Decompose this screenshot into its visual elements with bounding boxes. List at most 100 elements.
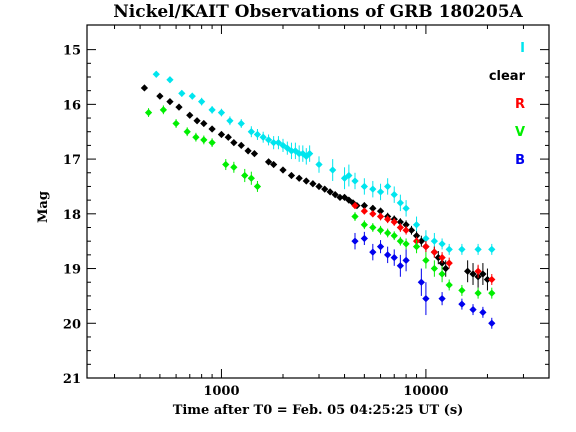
data-point-clear xyxy=(464,267,472,275)
data-point-r xyxy=(369,210,377,218)
data-point-i xyxy=(253,130,262,139)
data-point-b xyxy=(376,243,385,251)
data-point-i xyxy=(226,117,234,125)
data-point-clear xyxy=(345,196,353,204)
data-point-r xyxy=(474,267,482,275)
data-point-r xyxy=(422,243,430,251)
y-tick-label: 19 xyxy=(63,263,81,278)
data-point-i xyxy=(188,92,196,100)
data-point-i xyxy=(390,191,398,199)
data-point-b xyxy=(417,278,425,286)
data-point-i xyxy=(474,245,482,254)
y-tick-label: 20 xyxy=(63,317,81,332)
data-point-i xyxy=(360,182,368,191)
data-point-clear xyxy=(407,226,416,234)
data-point-i xyxy=(264,136,273,144)
data-point-clear xyxy=(469,270,477,278)
axis-ticks: 15 16 17 18 19 20 21 1000 10000 xyxy=(63,25,550,399)
data-point-clear xyxy=(175,103,183,111)
data-point-clear xyxy=(208,125,216,133)
data-point-i xyxy=(217,108,226,117)
plot-frame xyxy=(86,24,550,379)
data-point-clear xyxy=(217,130,226,139)
data-point-r xyxy=(402,226,410,234)
data-point-v xyxy=(144,108,153,117)
data-point-b xyxy=(488,319,496,327)
data-point-r xyxy=(438,253,446,262)
data-point-v xyxy=(200,136,208,144)
data-point-i xyxy=(458,245,466,254)
data-point-clear xyxy=(270,160,278,169)
data-point-clear xyxy=(250,149,259,158)
data-point-b xyxy=(458,300,466,308)
data-point-clear xyxy=(326,188,334,196)
data-point-v xyxy=(396,237,404,245)
data-point-b xyxy=(369,248,377,256)
data-point-v xyxy=(458,286,466,295)
data-point-clear xyxy=(224,133,232,141)
data-point-i xyxy=(340,174,349,182)
data-point-clear xyxy=(321,185,329,193)
data-point-clear xyxy=(309,180,317,188)
data-point-clear xyxy=(417,237,425,245)
data-point-clear xyxy=(295,174,303,182)
data-point-i xyxy=(384,182,392,191)
data-point-b xyxy=(360,234,368,243)
data-point-clear xyxy=(287,171,296,180)
data-point-clear xyxy=(166,97,174,106)
y-tick-label: 16 xyxy=(63,98,81,113)
data-point-i xyxy=(237,119,245,128)
y-tick-label: 21 xyxy=(63,372,81,387)
data-point-clear xyxy=(479,270,487,278)
data-point-v xyxy=(222,160,230,169)
data-point-v xyxy=(253,182,262,191)
data-point-b xyxy=(422,295,430,303)
legend-entry-r: R xyxy=(515,97,525,112)
data-point-b xyxy=(384,251,392,259)
data-point-v xyxy=(438,270,446,278)
data-point-clear xyxy=(331,191,339,199)
data-point-v xyxy=(384,229,392,237)
x-tick-label: 10000 xyxy=(403,384,448,399)
data-point-i xyxy=(259,133,267,141)
data-point-v xyxy=(369,223,377,232)
data-point-i xyxy=(178,89,186,98)
y-tick-label: 15 xyxy=(63,44,81,59)
data-point-i xyxy=(488,245,496,254)
legend-entry-b: B xyxy=(515,153,525,168)
data-point-i xyxy=(438,240,446,248)
data-point-r xyxy=(396,223,404,232)
data-point-v xyxy=(430,264,438,273)
data-point-i xyxy=(351,177,359,185)
data-point-b xyxy=(479,308,487,316)
data-point-clear xyxy=(302,177,310,185)
data-point-i xyxy=(430,237,438,245)
data-point-r xyxy=(390,218,398,226)
data-point-v xyxy=(422,256,430,264)
data-point-i xyxy=(329,166,337,174)
data-points xyxy=(140,70,496,329)
data-point-r xyxy=(430,248,438,256)
data-point-v xyxy=(351,212,359,221)
data-point-r xyxy=(360,207,368,215)
legend-entry-v: V xyxy=(515,125,525,140)
data-point-v xyxy=(412,243,421,251)
data-point-i xyxy=(198,97,206,106)
data-point-i xyxy=(270,139,278,147)
data-point-v xyxy=(183,128,191,136)
data-point-v xyxy=(247,174,255,182)
data-point-v xyxy=(230,163,238,171)
data-point-r xyxy=(376,212,385,221)
data-point-clear xyxy=(200,119,208,128)
data-point-v xyxy=(192,133,200,141)
data-point-v xyxy=(376,226,385,234)
data-point-clear xyxy=(340,193,349,202)
data-point-clear xyxy=(140,84,149,92)
data-point-i xyxy=(396,199,404,207)
data-point-b xyxy=(402,256,410,264)
data-point-i xyxy=(279,141,287,150)
data-point-i xyxy=(208,106,216,114)
y-tick-label: 18 xyxy=(63,208,81,223)
